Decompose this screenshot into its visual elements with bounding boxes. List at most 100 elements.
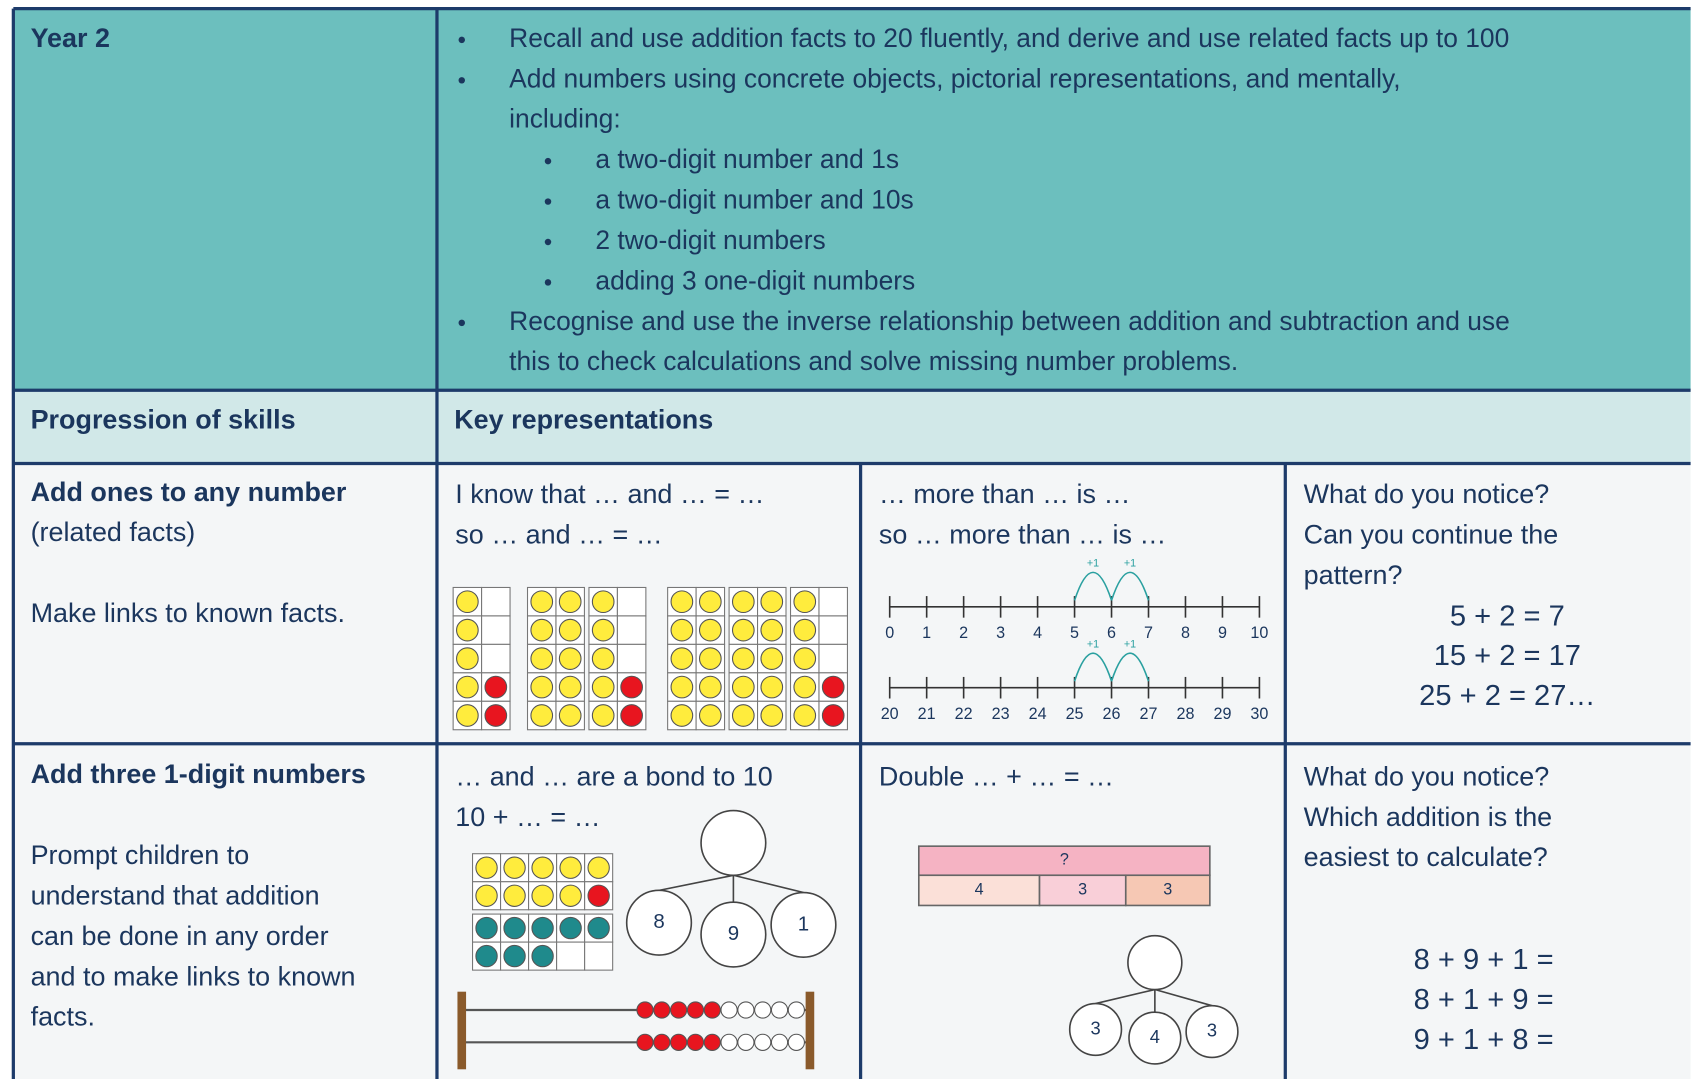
counter xyxy=(620,675,643,699)
prompt-text: easiest to calculate? xyxy=(1304,842,1548,872)
prompt-text: so … and … = … xyxy=(455,519,662,549)
skill-text: (related facts) xyxy=(31,517,196,547)
counter xyxy=(558,590,582,614)
number-line-label: 3 xyxy=(996,624,1005,642)
counter xyxy=(698,647,722,670)
ten-frame-cell xyxy=(818,643,848,674)
bead xyxy=(754,1001,772,1019)
bar-label: 4 xyxy=(975,881,984,899)
counter xyxy=(731,590,755,614)
number-line-label: 9 xyxy=(1218,624,1227,642)
counter xyxy=(530,647,554,670)
number-line-label: 29 xyxy=(1213,705,1231,723)
part-whole-link xyxy=(733,874,804,894)
part-whole-link xyxy=(658,874,734,892)
jump-arc xyxy=(1073,571,1113,601)
part-value: 1 xyxy=(798,912,809,935)
counter xyxy=(821,704,845,727)
part-value: 8 xyxy=(653,910,664,933)
bead xyxy=(787,1001,805,1019)
counter xyxy=(530,675,554,699)
counter xyxy=(531,916,554,940)
bar-label: 3 xyxy=(1078,881,1087,899)
counter xyxy=(591,647,615,670)
jump-label: +1 xyxy=(1087,558,1099,570)
header-row xyxy=(13,390,1691,464)
counter xyxy=(503,856,526,879)
counter xyxy=(456,704,479,727)
bead xyxy=(737,1033,755,1051)
number-line-label: 7 xyxy=(1144,624,1153,642)
skill-text: can be done in any order xyxy=(31,921,329,951)
part-whole-link xyxy=(1154,988,1213,1007)
bead xyxy=(636,1001,654,1019)
number-line-label: 23 xyxy=(992,705,1010,723)
bead xyxy=(670,1001,688,1019)
counter xyxy=(558,618,582,642)
counter xyxy=(591,704,615,727)
bullet xyxy=(458,77,465,84)
prompt-text: Double … + … = … xyxy=(879,761,1114,791)
number-line-label: 24 xyxy=(1029,705,1047,723)
counter xyxy=(558,704,582,727)
counter xyxy=(587,856,610,879)
equation: 9 + 1 + 8 = xyxy=(1414,1024,1554,1056)
objective-text: including: xyxy=(509,104,621,134)
part-whole-circle xyxy=(1127,934,1183,991)
jump-label: +1 xyxy=(1124,558,1136,570)
counter xyxy=(475,916,498,940)
equation: 25 + 2 = 27… xyxy=(1419,680,1595,712)
counter xyxy=(456,590,479,614)
number-line-label: 0 xyxy=(885,624,894,642)
equation: 8 + 1 + 9 = xyxy=(1414,984,1554,1016)
ten-frame-cell xyxy=(616,643,647,674)
part-whole-circle xyxy=(625,889,693,956)
counter xyxy=(559,884,582,907)
jump-arc xyxy=(1110,571,1150,601)
equation: 8 + 9 + 1 = xyxy=(1414,944,1554,976)
equation: 5 + 2 = 7 xyxy=(1450,600,1565,632)
counter xyxy=(793,675,817,699)
bead xyxy=(770,1033,789,1051)
counter xyxy=(484,675,508,699)
bead xyxy=(703,1033,721,1051)
bar-label: 3 xyxy=(1163,881,1172,899)
bar-label: ? xyxy=(1060,850,1069,868)
counter xyxy=(620,704,643,727)
part-whole-circle xyxy=(700,809,767,877)
skill-text: Prompt children to xyxy=(31,840,250,870)
ten-frame-cell xyxy=(584,941,614,971)
year-label: Year 2 xyxy=(31,23,110,53)
number-line-label: 25 xyxy=(1066,705,1084,723)
skill-title: Add three 1-digit numbers xyxy=(31,759,366,789)
prompt-text: pattern? xyxy=(1304,560,1403,590)
counter xyxy=(531,944,554,968)
number-line-label: 5 xyxy=(1070,624,1079,642)
skill-text: facts. xyxy=(31,1002,95,1032)
ten-frame-cell xyxy=(818,586,848,617)
bead xyxy=(754,1033,772,1051)
body xyxy=(13,463,1691,1079)
part-value: 9 xyxy=(728,922,739,945)
objective-subtext: a two-digit number and 1s xyxy=(595,144,899,174)
counter xyxy=(475,856,498,879)
number-line-label: 4 xyxy=(1033,624,1042,642)
column-header: Key representations xyxy=(454,405,713,435)
counter xyxy=(698,590,722,614)
counter xyxy=(670,618,694,642)
part-whole-circle xyxy=(770,891,837,959)
bullet xyxy=(458,36,465,44)
counter xyxy=(591,675,615,699)
number-line-label: 30 xyxy=(1250,705,1268,723)
counter xyxy=(475,944,498,968)
bead xyxy=(686,1001,705,1019)
number-line-label: 26 xyxy=(1103,705,1121,723)
counter xyxy=(821,675,845,699)
bullet xyxy=(544,198,552,205)
bead xyxy=(653,1001,671,1019)
part-value: 3 xyxy=(1090,1017,1100,1038)
counter xyxy=(760,618,784,642)
number-line-label: 6 xyxy=(1107,624,1116,642)
ten-frame-cell xyxy=(481,586,511,617)
bar-part xyxy=(1124,874,1211,907)
